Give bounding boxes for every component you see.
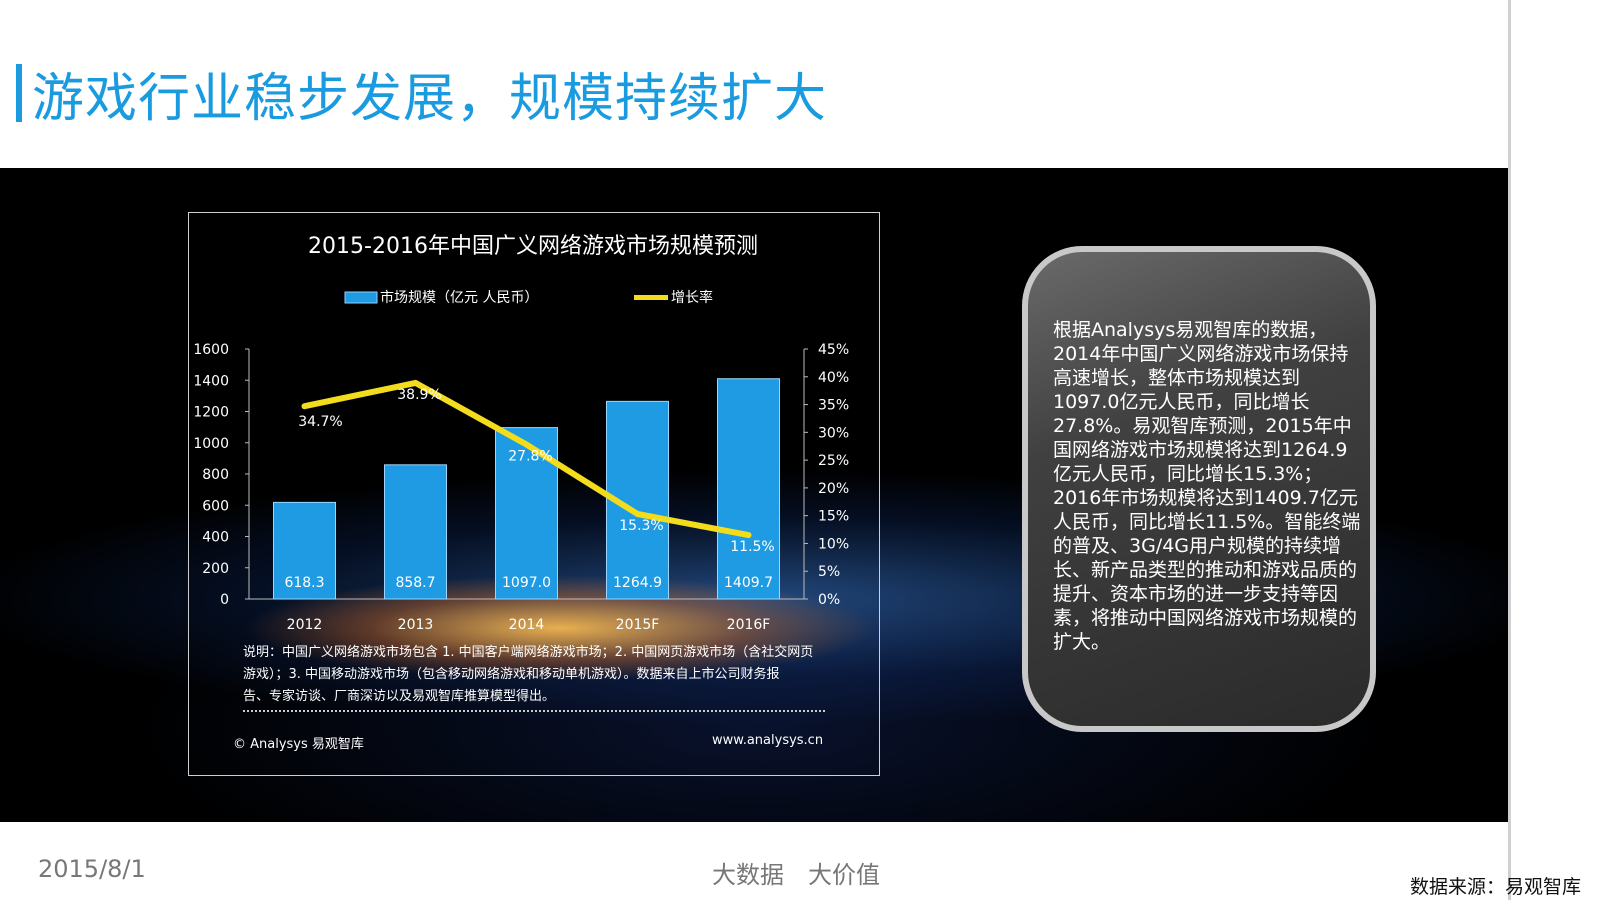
y-left-tick-label: 1600 [193, 342, 229, 358]
chart-copyright: © Analysys 易观智库 [233, 737, 364, 752]
y-left-tick-label: 400 [202, 530, 229, 546]
bar-value-label: 1409.7 [724, 575, 773, 591]
growth-rate-point [414, 381, 417, 385]
growth-rate-point [525, 443, 528, 447]
y-right-tick-label: 10% [818, 536, 849, 552]
y-left-tick-label: 1000 [193, 436, 229, 452]
bar-2016F [717, 378, 780, 600]
legend-bar-swatch [344, 291, 378, 304]
y-right-tick-label: 5% [818, 564, 840, 580]
y-right-tick-label: 0% [818, 592, 840, 608]
bar-value-label: 1097.0 [502, 575, 551, 591]
footer-source: 数据来源：易观智库 [1410, 876, 1582, 898]
x-tick-label: 2016F [727, 617, 771, 632]
footer-slogan: 大数据 大价值 [712, 861, 880, 889]
info-card-text: 根据Analysys易观智库的数据，2014年中国广义网络游戏市场保持高速增长，… [1053, 319, 1361, 653]
y-right-tick-label: 45% [818, 342, 849, 358]
chart-frame [188, 212, 880, 776]
growth-rate-point [303, 404, 306, 408]
bar-value-label: 618.3 [284, 575, 324, 591]
note-divider [243, 710, 825, 712]
growth-rate-label: 27.8% [508, 449, 552, 465]
x-tick-label: 2014 [509, 617, 545, 632]
y-left-tick-label: 600 [202, 498, 229, 514]
chart-website: www.analysys.cn [712, 733, 824, 748]
info-card [1022, 246, 1376, 732]
y-left-tick-label: 1200 [193, 405, 229, 421]
growth-rate-label: 15.3% [619, 518, 663, 534]
growth-rate-point [747, 533, 750, 537]
page-title: 游戏行业稳步发展，规模持续扩大 [32, 69, 828, 129]
bar-2012 [273, 501, 336, 600]
growth-rate-point [636, 512, 639, 516]
y-left-tick-label: 200 [202, 561, 229, 577]
combo-chart: 2015-2016年中国广义网络游戏市场规模预测 市场规模（亿元 人民币） 增长… [193, 234, 849, 632]
y-right-tick-label: 20% [818, 481, 849, 497]
bar-2013 [384, 464, 447, 600]
y-left-tick-label: 1400 [193, 373, 229, 389]
y-right-tick-label: 25% [818, 453, 849, 469]
y-right-tick-label: 40% [818, 370, 849, 386]
legend-line-swatch [634, 295, 668, 300]
growth-rate-label: 11.5% [730, 539, 774, 555]
x-tick-label: 2015F [616, 617, 660, 632]
bar-value-label: 1264.9 [613, 575, 662, 591]
y-right-tick-label: 30% [818, 425, 849, 441]
chart-note: 说明：中国广义网络游戏市场包含 1. 中国客户端网络游戏市场；2. 中国网页游戏… [243, 642, 831, 708]
legend-line-label: 增长率 [671, 289, 713, 306]
right-divider [1508, 0, 1511, 900]
header: 游戏行业稳步发展，规模持续扩大 [0, 0, 1600, 168]
growth-rate-label: 38.9% [397, 387, 441, 403]
y-left-tick-label: 0 [220, 592, 229, 608]
chart-note-line-1: 说明：中国广义网络游戏市场包含 1. 中国客户端网络游戏市场；2. 中国网页游戏… [243, 645, 814, 660]
y-left-tick-label: 800 [202, 467, 229, 483]
y-right-tick-label: 35% [818, 398, 849, 414]
title-accent-bar [16, 64, 22, 122]
footer-date: 2015/8/1 [38, 855, 146, 883]
y-right-tick-label: 15% [818, 509, 849, 525]
legend-bar-label: 市场规模（亿元 人民币） [380, 289, 538, 306]
chart-note-line-3: 告、专家访谈、厂商深访以及易观智库推算模型得出。 [243, 689, 556, 704]
chart-note-line-2: 游戏）；3. 中国移动游戏市场（包含移动网络游戏和移动单机游戏）。数据来自上市公… [243, 667, 780, 682]
x-tick-label: 2013 [398, 617, 434, 632]
bar-value-label: 858.7 [395, 575, 435, 591]
x-tick-label: 2012 [287, 617, 323, 632]
growth-rate-label: 34.7% [298, 414, 342, 430]
chart-title: 2015-2016年中国广义网络游戏市场规模预测 [308, 234, 758, 259]
